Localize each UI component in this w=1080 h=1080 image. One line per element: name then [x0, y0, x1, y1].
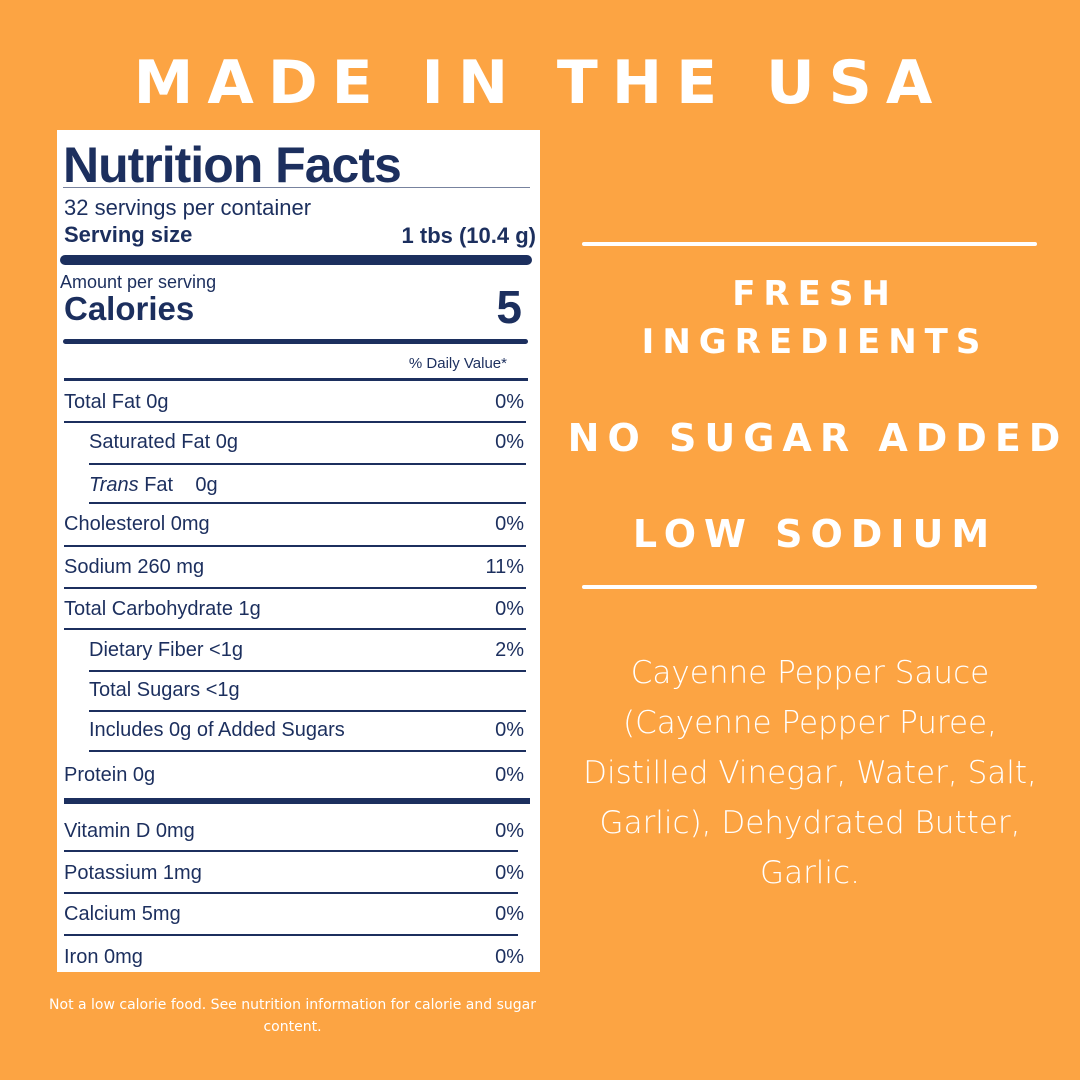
nutrient-name: Iron 0mg	[64, 945, 143, 968]
headline: MADE IN THE USA	[133, 48, 947, 118]
nutrient-name: Cholesterol 0mg	[64, 512, 210, 535]
nutrient-daily-value: 0%	[495, 763, 524, 786]
nutrient-daily-value: 0%	[495, 861, 524, 884]
nutrient-name: Saturated Fat 0g	[89, 430, 238, 453]
daily-value-header: % Daily Value*	[408, 355, 507, 372]
divider	[89, 710, 526, 712]
label-title: Nutrition Facts	[63, 137, 402, 193]
medium-divider	[63, 339, 528, 344]
nutrient-row: Vitamin D 0mg 0%	[64, 818, 524, 844]
amount-per-serving: Amount per serving	[60, 272, 217, 292]
nutrient-daily-value: 0%	[495, 819, 524, 842]
nutrient-row: Saturated Fat 0g 0%	[64, 429, 524, 455]
rule-top	[582, 242, 1037, 246]
nutrient-row: Calcium 5mg 0%	[64, 901, 524, 927]
nutrient-daily-value: 0%	[495, 718, 524, 741]
divider	[64, 421, 526, 423]
nutrient-row: Cholesterol 0mg 0%	[64, 511, 524, 537]
divider	[89, 750, 526, 752]
nutrient-name: Vitamin D 0mg	[64, 819, 195, 842]
nutrient-daily-value: 2%	[495, 638, 524, 661]
nutrient-name: Total Sugars <1g	[89, 678, 240, 701]
nutrient-row: Total Sugars <1g	[64, 677, 524, 703]
divider	[64, 850, 518, 852]
claim-low-sodium: LOW SODIUM	[632, 512, 998, 556]
calories-value: 5	[496, 281, 522, 333]
divider	[64, 892, 518, 894]
footnote: Not a low calorie food. See nutrition in…	[49, 997, 536, 1035]
nutrient-daily-value: 0%	[495, 430, 524, 453]
nutrient-row: Trans Fat 0g	[64, 472, 524, 498]
nutrient-name: Calcium 5mg	[64, 902, 181, 925]
nutrient-daily-value: 0%	[495, 597, 524, 620]
divider	[64, 545, 526, 547]
nutrient-daily-value: 0%	[495, 390, 524, 413]
nutrient-daily-value: 11%	[485, 555, 524, 578]
divider	[89, 502, 526, 504]
nutrient-row: Total Carbohydrate 1g 0%	[64, 596, 524, 622]
nutrient-row: Sodium 260 mg 11%	[64, 554, 524, 580]
divider	[64, 628, 526, 630]
divider	[64, 587, 526, 589]
serving-size-label: Serving size	[64, 222, 193, 247]
claim-fresh-ingredients: FRESH INGREDIENTS	[641, 274, 989, 362]
nutrition-facts-label: Nutrition Facts 32 servings per containe…	[57, 130, 540, 972]
nutrient-daily-value: 0%	[495, 945, 524, 968]
nutrient-name: Trans Fat 0g	[89, 473, 218, 496]
nutrient-name: Includes 0g of Added Sugars	[89, 718, 345, 741]
divider	[63, 187, 530, 188]
nutrient-row: Includes 0g of Added Sugars 0%	[64, 717, 524, 743]
divider	[89, 463, 526, 465]
claim-no-sugar-added: NO SUGAR ADDED	[567, 416, 1069, 460]
nutrient-row: Dietary Fiber <1g 2%	[64, 637, 524, 663]
nutrient-name: Potassium 1mg	[64, 861, 202, 884]
nutrient-name: Protein 0g	[64, 763, 156, 786]
divider	[64, 798, 530, 804]
calories-label: Calories	[64, 290, 195, 327]
nutrient-daily-value: 0%	[495, 512, 524, 535]
nutrient-row: Protein 0g 0%	[64, 762, 524, 788]
ingredients-list: Cayenne Pepper Sauce (Cayenne Pepper Pur…	[583, 655, 1037, 891]
servings-per-container: 32 servings per container	[64, 195, 312, 220]
nutrient-row: Potassium 1mg 0%	[64, 860, 524, 886]
divider	[64, 934, 518, 936]
nutrient-name: Total Carbohydrate 1g	[64, 597, 261, 620]
divider	[89, 670, 526, 672]
nutrient-row: Iron 0mg 0%	[64, 944, 524, 970]
divider	[64, 378, 528, 381]
nutrient-row: Total Fat 0g 0%	[64, 389, 524, 415]
nutrient-name: Total Fat 0g	[64, 390, 169, 413]
nutrient-name: Dietary Fiber <1g	[89, 638, 243, 661]
serving-size-value: 1 tbs (10.4 g)	[401, 223, 536, 248]
thick-divider	[60, 255, 532, 265]
nutrient-name: Sodium 260 mg	[64, 555, 205, 578]
nutrient-daily-value: 0%	[495, 902, 524, 925]
rule-bottom	[582, 585, 1037, 589]
